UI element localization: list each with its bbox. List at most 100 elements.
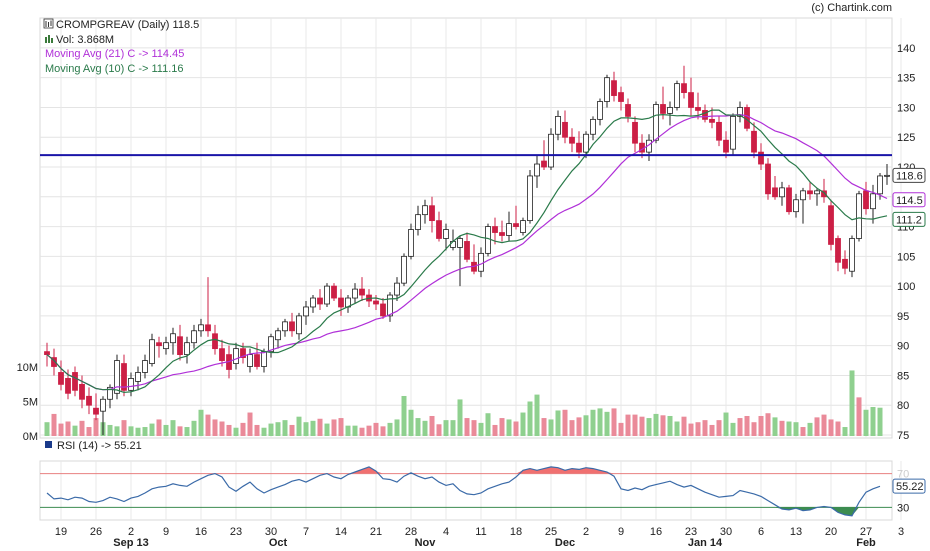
candle-body: [814, 190, 820, 195]
candle-body: [352, 288, 358, 299]
candle-body: [709, 118, 715, 123]
candle: [177, 324, 183, 361]
volume-bar: [457, 399, 463, 436]
candle: [709, 107, 715, 129]
candle-body: [765, 163, 771, 195]
volume-bar: [177, 426, 183, 436]
candle-body: [856, 193, 862, 239]
candle: [870, 184, 876, 224]
date-tick-label: 2: [128, 526, 134, 538]
candle-body: [135, 372, 141, 382]
volume-bar: [450, 420, 456, 436]
candle-body: [429, 205, 435, 222]
candle: [275, 327, 281, 349]
candle: [317, 289, 323, 310]
last-close-tag: 118.6: [892, 167, 926, 183]
volume-bar: [366, 425, 372, 436]
date-tick-label: 26: [90, 526, 102, 538]
candle-body: [443, 229, 449, 239]
candle-body: [702, 110, 708, 120]
candle: [219, 339, 225, 367]
volume-bar: [170, 420, 176, 436]
candle-body: [289, 321, 295, 332]
volume-bar: [44, 422, 50, 436]
candle-body: [184, 342, 190, 356]
candle-body: [380, 303, 386, 317]
volume-bar: [51, 413, 57, 436]
price-tick-label: 90: [897, 341, 909, 353]
candle-body: [359, 288, 365, 296]
volume-bar: [275, 422, 281, 436]
candle: [681, 65, 687, 99]
candle-body: [387, 294, 393, 317]
date-tick-label: 9: [163, 526, 169, 538]
candle: [807, 181, 813, 200]
candle-body: [65, 378, 71, 394]
candle: [135, 366, 141, 391]
candle: [513, 205, 519, 230]
candle-body: [576, 142, 582, 153]
date-tick-label: 9: [618, 526, 624, 538]
chart-legend: CROMPGREAV (Daily) 118.5 Vol: 3.868M Mov…: [43, 2, 892, 452]
candle: [401, 253, 407, 287]
candle-body: [562, 121, 568, 138]
candle: [779, 181, 785, 206]
volume-tick-label: 5M: [23, 397, 38, 409]
candle-body: [716, 121, 722, 141]
volume-bar: [632, 414, 638, 436]
candle-body: [506, 223, 512, 236]
month-label: Nov: [415, 537, 437, 549]
date-tick-label: 30: [720, 526, 732, 538]
chartink-credit[interactable]: (c) Chartink.com: [811, 2, 892, 14]
date-tick-label: 6: [758, 526, 764, 538]
candle-body: [793, 199, 799, 213]
rsi-legend: RSI (14) -> 55.21: [57, 440, 142, 452]
candle: [436, 211, 442, 242]
candle-body: [611, 80, 617, 96]
price-tick-label: 75: [897, 430, 909, 442]
volume-bar: [254, 424, 260, 436]
volume-bar: [464, 418, 470, 436]
candle: [751, 122, 757, 159]
rsi-legend-square: [45, 441, 52, 448]
last-close-tag-value: 118.6: [896, 170, 923, 182]
candle: [338, 289, 344, 316]
volume-bar: [534, 394, 540, 436]
volume-bar: [506, 419, 512, 436]
candle: [464, 232, 470, 263]
volume-bar: [86, 427, 92, 436]
rsi-tag-value: 55.22: [896, 481, 924, 493]
candle: [191, 324, 197, 349]
candle: [562, 110, 568, 144]
candle: [457, 235, 463, 287]
candle-body: [338, 297, 344, 308]
volume-bar: [793, 422, 799, 436]
candle-body: [296, 315, 302, 335]
candle-body: [499, 232, 505, 236]
month-label: Feb: [856, 537, 876, 549]
volume-bar: [786, 421, 792, 436]
candle-body: [331, 285, 337, 299]
volume-bar: [373, 422, 379, 436]
volume-bar: [471, 420, 477, 436]
candlesticks: [44, 65, 890, 435]
candle: [723, 131, 729, 159]
candle: [394, 277, 400, 302]
volume-bar: [478, 422, 484, 436]
candle-body: [275, 330, 281, 341]
volume-bars: [44, 370, 883, 436]
price-panel-frame: [39, 17, 893, 439]
candle: [814, 187, 820, 206]
candle: [296, 312, 302, 340]
candle: [387, 292, 393, 322]
volume-bar: [93, 418, 99, 436]
volume-bar: [296, 416, 302, 436]
date-tick-label: 18: [510, 526, 522, 538]
candle: [254, 342, 260, 370]
price-tick-label: 80: [897, 400, 909, 412]
candle: [114, 354, 120, 400]
volume-bar: [338, 418, 344, 436]
date-axis: 19 26 2 9 16 23 30 7 14 21 28 4 11 18 25 2 9 16 23 30 6 13 20 2…: [55, 526, 904, 549]
volume-bar: [156, 419, 162, 436]
